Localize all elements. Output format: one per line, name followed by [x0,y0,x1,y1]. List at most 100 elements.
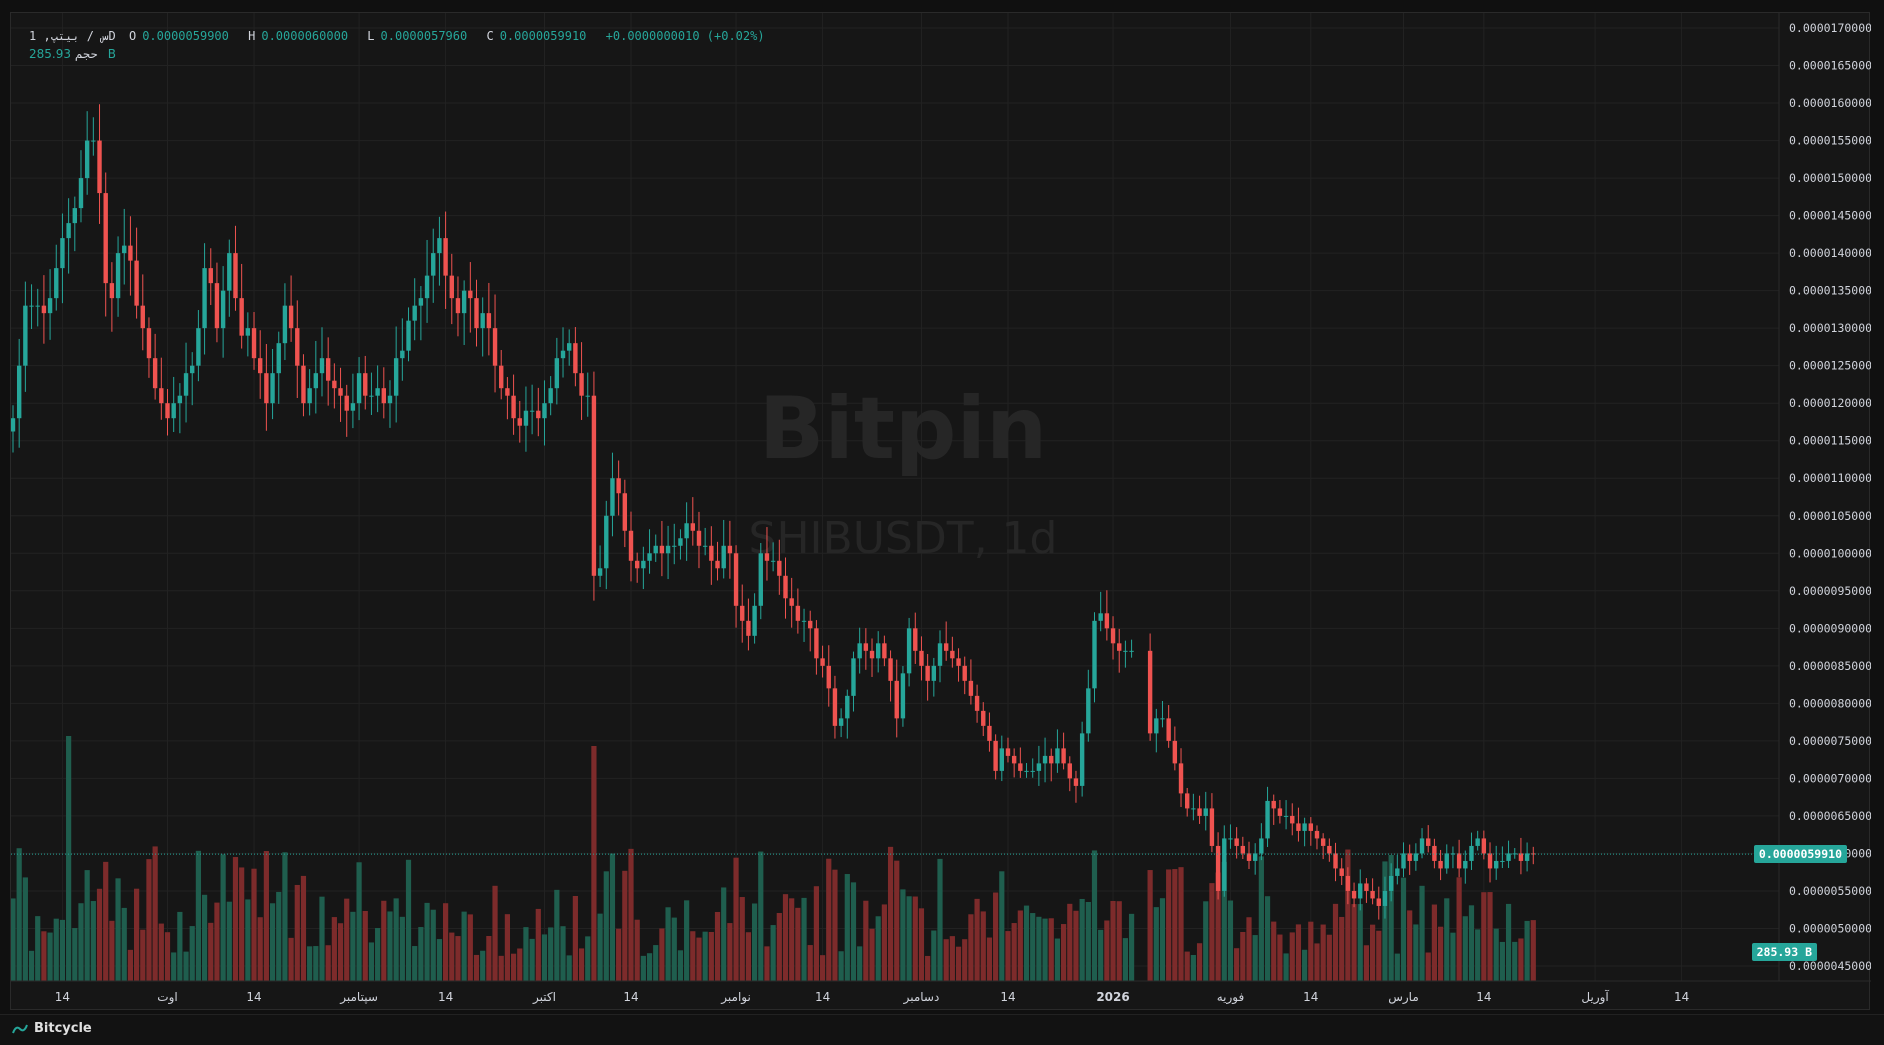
candle[interactable] [1463,850,1468,884]
time-axis[interactable]: 14 اوت 14 سپتامبر 14 اکتبر 14 نوامبر 14 دسامبر 14 2… [55,989,1689,1005]
candle[interactable] [1302,817,1307,847]
candle[interactable] [1024,763,1029,778]
candle[interactable] [418,286,424,341]
candle[interactable] [480,297,485,357]
candle[interactable] [678,529,683,560]
candle[interactable] [727,520,733,579]
candle[interactable] [536,387,541,437]
candle[interactable] [41,275,47,344]
candle[interactable] [325,337,331,406]
candle[interactable] [1018,747,1023,778]
candle[interactable] [1531,846,1536,865]
candle[interactable] [461,280,467,346]
candle[interactable] [1290,803,1295,836]
candle[interactable] [115,236,121,317]
candle[interactable] [97,104,102,224]
candle[interactable] [220,266,226,358]
candle[interactable] [1524,842,1530,872]
candle[interactable] [1055,729,1060,773]
candle[interactable] [122,208,127,285]
candle[interactable] [610,452,615,537]
candle[interactable] [1178,748,1184,808]
candle[interactable] [882,635,887,667]
candle[interactable] [579,342,584,420]
candle[interactable] [1246,841,1252,869]
volume-legend-label[interactable]: حجم [74,47,98,61]
candle[interactable] [529,384,535,435]
candle[interactable] [505,377,510,420]
candle[interactable] [814,620,819,675]
candle[interactable] [851,651,856,712]
candle[interactable] [999,735,1004,782]
candle[interactable] [913,612,918,664]
candle[interactable] [1222,825,1227,897]
candle[interactable] [554,337,560,405]
candle[interactable] [900,666,906,727]
candle[interactable] [1314,825,1320,850]
candle[interactable] [214,262,220,343]
candle[interactable] [622,479,628,548]
candle[interactable] [11,405,16,453]
candle[interactable] [931,657,937,697]
candle[interactable] [696,511,702,569]
candle[interactable] [146,317,152,378]
candle[interactable] [431,228,436,303]
candle[interactable] [919,636,924,681]
candle[interactable] [993,734,998,780]
candle[interactable] [511,374,516,435]
candle[interactable] [832,675,838,739]
candle[interactable] [1413,843,1419,871]
candle[interactable] [400,318,405,381]
candle[interactable] [857,627,862,674]
candle[interactable] [740,584,745,643]
candle[interactable] [1110,616,1116,660]
candle[interactable] [1308,817,1313,846]
candle[interactable] [499,350,504,400]
candle[interactable] [72,196,77,252]
candle[interactable] [183,342,189,423]
candle[interactable] [128,216,133,296]
candle[interactable] [1067,756,1072,792]
candle[interactable] [350,373,356,429]
candle[interactable] [1432,838,1437,869]
candle[interactable] [937,630,943,683]
candle[interactable] [1265,786,1270,847]
candle[interactable] [548,376,553,416]
candle[interactable] [412,278,417,341]
candle[interactable] [319,327,325,397]
candle[interactable] [1005,737,1011,763]
candle[interactable] [672,523,677,565]
candle[interactable] [1172,726,1178,771]
candle[interactable] [523,386,529,452]
candle[interactable] [906,617,912,687]
candle[interactable] [1426,825,1431,853]
candle[interactable] [1098,591,1103,632]
candle[interactable] [406,307,411,362]
candle[interactable] [23,281,28,392]
candle[interactable] [276,331,281,404]
candle[interactable] [1160,701,1165,728]
candle[interactable] [1234,827,1239,859]
legend-symbol[interactable]: 1 ,س / بيتپD [29,29,116,43]
candle[interactable] [567,329,572,366]
candle[interactable] [758,542,763,620]
candle[interactable] [597,545,603,587]
candle[interactable] [876,631,881,673]
candle[interactable] [560,327,566,378]
candle[interactable] [863,628,869,670]
candle[interactable] [1092,612,1097,703]
candle[interactable] [690,497,695,546]
candle[interactable] [338,367,343,422]
candle[interactable] [925,654,930,701]
candle[interactable] [492,294,498,393]
candle[interactable] [653,534,658,562]
candle[interactable] [974,684,980,723]
candle[interactable] [777,539,782,595]
candle[interactable] [1283,800,1289,830]
candle[interactable] [808,610,813,652]
candle[interactable] [165,389,170,436]
candle[interactable] [381,367,386,419]
candle[interactable] [1320,833,1326,860]
candle[interactable] [152,333,158,400]
candle[interactable] [393,326,399,423]
